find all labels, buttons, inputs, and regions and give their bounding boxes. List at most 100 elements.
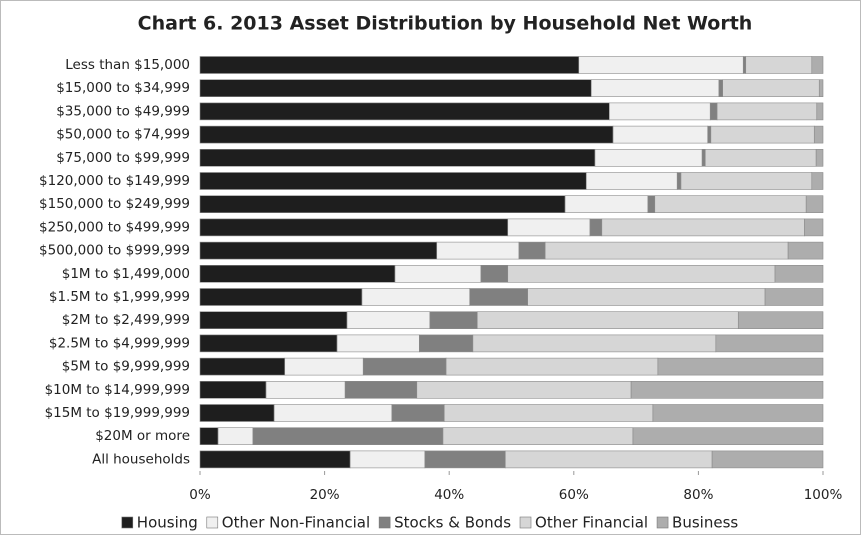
x-tick-label: 60%: [559, 487, 589, 503]
bar-segment: [265, 380, 346, 399]
legend-swatch: [378, 516, 391, 529]
bar-segment: [612, 125, 709, 144]
legend-label: Business: [672, 514, 738, 532]
bar-segment: [818, 79, 824, 97]
legend-label: Housing: [137, 514, 198, 532]
bar-segment: [707, 125, 712, 144]
bar-segment: [273, 404, 393, 422]
bar-segment: [654, 195, 807, 213]
bar-segment: [199, 241, 438, 260]
y-tick-label: $50,000 to $74,999: [56, 127, 190, 143]
x-tick-label: 100%: [804, 487, 843, 503]
bar-segment: [394, 264, 482, 283]
bar-segment: [657, 357, 824, 376]
bar-segment: [701, 149, 706, 167]
y-tick-label: $20M or more: [95, 428, 190, 444]
bar-segment: [199, 334, 338, 353]
y-tick-label: $75,000 to $99,999: [56, 150, 190, 166]
bar-segment: [711, 450, 824, 469]
bar-segment: [811, 56, 824, 74]
bar-segment: [518, 241, 546, 260]
bar-segment: [590, 79, 720, 97]
y-tick-label: $2M to $2,499,999: [62, 312, 190, 328]
bar-segment: [805, 195, 824, 213]
legend-swatch: [519, 516, 532, 529]
bar-segment: [199, 56, 580, 74]
bar-segment: [716, 102, 818, 121]
legend-swatch: [206, 516, 219, 529]
bar-segment: [199, 380, 267, 399]
legend-label: Stocks & Bonds: [394, 514, 511, 532]
bar-segment: [362, 357, 447, 376]
bar-segment: [199, 427, 219, 446]
bar-segment: [594, 149, 703, 167]
y-tick-label: All households: [92, 451, 190, 467]
bar-segment: [199, 450, 351, 469]
bar-segment: [199, 288, 363, 306]
bar-segment: [811, 172, 824, 190]
bar-segment: [680, 172, 813, 190]
bar-segment: [429, 311, 478, 330]
legend-label: Other Non-Financial: [222, 514, 370, 532]
y-tick-label: $1.5M to $1,999,999: [49, 289, 190, 305]
bar-segment: [424, 450, 506, 469]
bar-segment: [344, 380, 418, 399]
bar-segment: [442, 427, 634, 446]
bar-segment: [418, 334, 474, 353]
bar-segment: [578, 56, 744, 74]
bar-segment: [787, 241, 824, 260]
legend-label: Other Financial: [535, 514, 648, 532]
bar-segment: [445, 357, 659, 376]
bar-segment: [527, 288, 766, 306]
bar-segment: [199, 102, 610, 121]
y-tick-label: $35,000 to $49,999: [56, 103, 190, 119]
bar-segment: [199, 218, 509, 237]
bar-segment: [217, 427, 254, 446]
bar-segment: [564, 195, 649, 213]
bar-segment: [676, 172, 682, 190]
bar-segment: [632, 427, 824, 446]
bar-segment: [764, 288, 824, 306]
bar-segment: [349, 450, 426, 469]
legend-swatch: [656, 516, 669, 529]
bar-segment: [715, 334, 824, 353]
bar-segment: [815, 149, 824, 167]
bar-segment: [469, 288, 528, 306]
bar-segment: [804, 218, 824, 237]
bar-segment: [199, 404, 275, 422]
y-tick-label: $15,000 to $34,999: [56, 80, 190, 96]
bar-segment: [742, 56, 747, 74]
bar-segment: [504, 450, 713, 469]
bar-segment: [391, 404, 445, 422]
bar-segment: [199, 125, 614, 144]
bar-segment: [480, 264, 509, 283]
bar-segment: [813, 125, 824, 144]
y-tick-label: $5M to $9,999,999: [62, 359, 190, 375]
bar-segment: [252, 427, 444, 446]
bar-segment: [601, 218, 805, 237]
bar-segment: [199, 149, 596, 167]
bar-segment: [361, 288, 471, 306]
y-tick-label: $120,000 to $149,999: [39, 173, 190, 189]
chart-title: Chart 6. 2013 Asset Distribution by Hous…: [138, 13, 753, 35]
bar-segment: [745, 56, 813, 74]
bar-segment: [199, 357, 286, 376]
bar-segment: [710, 125, 815, 144]
y-tick-label: $10M to $14,999,999: [45, 382, 190, 398]
bar-segment: [652, 404, 824, 422]
x-tick-label: 40%: [434, 487, 464, 503]
y-tick-label: $500,000 to $999,999: [39, 243, 190, 259]
bar-segment: [336, 334, 420, 353]
bar-segment: [507, 264, 776, 283]
bar-segment: [472, 334, 717, 353]
bar-segment: [199, 311, 348, 330]
bar-segment: [476, 311, 739, 330]
bar-segment: [709, 102, 718, 121]
legend: Housing Other Non-Financial Stocks & Bonds…: [121, 514, 738, 532]
y-tick-label: $15M to $19,999,999: [45, 405, 190, 421]
bar-segment: [647, 195, 656, 213]
y-tick-label: $1M to $1,499,000: [62, 266, 190, 282]
y-tick-label: $250,000 to $499,999: [39, 219, 190, 235]
y-tick-label: $150,000 to $249,999: [39, 196, 190, 212]
